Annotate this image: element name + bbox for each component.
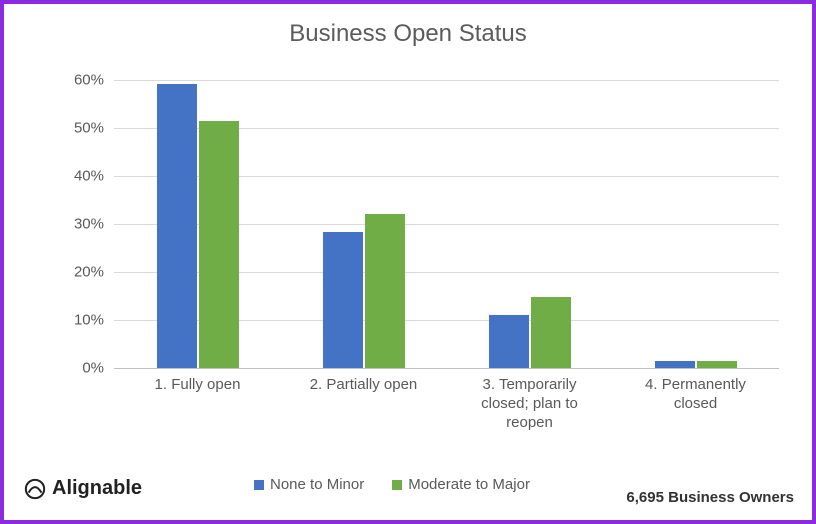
y-tick-label: 10%	[74, 312, 114, 329]
bar	[489, 315, 529, 368]
bar	[323, 232, 363, 368]
bar	[199, 121, 239, 368]
y-tick-label: 60%	[74, 72, 114, 89]
bar	[697, 361, 737, 368]
gridline	[114, 80, 779, 81]
legend-label: None to Minor	[270, 476, 364, 493]
legend-swatch	[392, 480, 402, 490]
legend-item: None to Minor	[254, 476, 364, 493]
legend-swatch	[254, 480, 264, 490]
y-tick-label: 20%	[74, 264, 114, 281]
x-tick-label: 2. Partially open	[299, 368, 429, 395]
legend-item: Moderate to Major	[392, 476, 530, 493]
y-tick-label: 50%	[74, 120, 114, 137]
bar	[531, 297, 571, 368]
legend-label: Moderate to Major	[408, 476, 530, 493]
plot-area: 0%10%20%30%40%50%60%1. Fully open2. Part…	[114, 66, 779, 368]
legend: None to Minor Moderate to Major	[254, 476, 530, 493]
x-tick-label: 1. Fully open	[133, 368, 263, 395]
x-tick-label: 4. Permanently closed	[631, 368, 761, 414]
x-tick-label: 3. Temporarily closed; plan to reopen	[465, 368, 595, 432]
brand-logo: Alignable	[24, 477, 142, 500]
brand-text: Alignable	[52, 477, 142, 500]
y-tick-label: 0%	[82, 360, 114, 377]
bar	[655, 361, 695, 368]
y-tick-label: 40%	[74, 168, 114, 185]
bar	[365, 214, 405, 368]
chart-frame: Business Open Status 0%10%20%30%40%50%60…	[0, 0, 816, 524]
brand-icon	[24, 478, 46, 500]
chart-title: Business Open Status	[4, 20, 812, 48]
footer-sample-size: 6,695 Business Owners	[626, 489, 794, 506]
y-tick-label: 30%	[74, 216, 114, 233]
bar	[157, 84, 197, 368]
